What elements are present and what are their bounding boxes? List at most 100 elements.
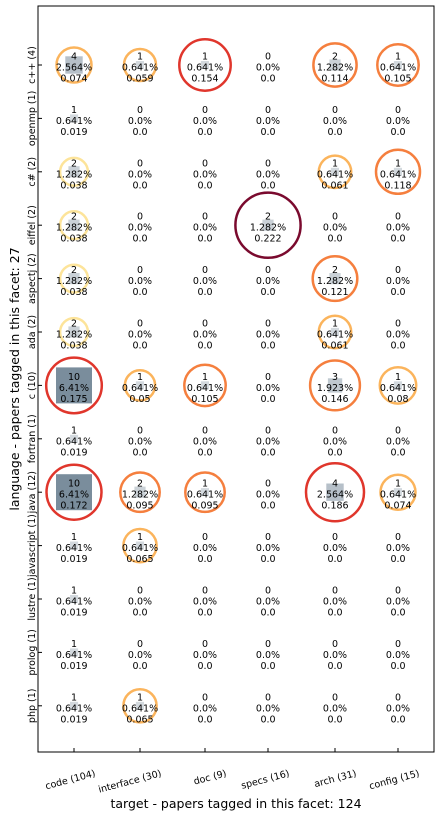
- cell-score-label: 0.114: [321, 74, 348, 85]
- cell-count-label: 0: [395, 532, 401, 543]
- cell-count-label: 1: [332, 319, 338, 330]
- cell-percent-label: 0.641%: [122, 543, 158, 554]
- x-tick-label: interface (30): [97, 768, 163, 795]
- cell-percent-label: 0.0%: [193, 330, 217, 341]
- cell-score-label: 0.0: [132, 234, 147, 245]
- cell-score-label: 0.019: [60, 127, 87, 138]
- count-square: [327, 378, 343, 393]
- cell-count-label: 0: [137, 319, 143, 330]
- cell-score-label: 0.074: [60, 74, 87, 85]
- cell-count-label: 2: [71, 319, 77, 330]
- cell-score-label: 0.038: [60, 234, 87, 245]
- cell-score-label: 0.0: [260, 554, 275, 565]
- cell-score-label: 0.0: [327, 608, 342, 619]
- cell-count-label: 0: [395, 639, 401, 650]
- cell-percent-label: 0.0%: [128, 330, 152, 341]
- cell-score-label: 0.019: [60, 608, 87, 619]
- cell-percent-label: 0.0%: [386, 650, 410, 661]
- cell-percent-label: 0.0%: [193, 703, 217, 714]
- score-circle: [378, 365, 418, 405]
- cell-count-label: 0: [265, 105, 271, 116]
- cell-percent-label: 2.564%: [317, 490, 353, 501]
- cell-score-label: 0.0: [327, 447, 342, 458]
- cell-percent-label: 0.0%: [193, 650, 217, 661]
- score-circle: [304, 461, 366, 523]
- cell-percent-label: 0.0%: [256, 116, 280, 127]
- y-tick-label: prolog (1): [27, 629, 38, 676]
- cell-score-label: 0.186: [321, 501, 348, 512]
- cell-percent-label: 0.0%: [193, 116, 217, 127]
- cell-count-label: 10: [68, 479, 80, 490]
- cell-percent-label: 0.0%: [128, 436, 152, 447]
- cell-percent-label: 0.641%: [122, 703, 158, 714]
- cell-percent-label: 0.0%: [193, 276, 217, 287]
- cell-score-label: 0.08: [387, 394, 408, 405]
- cell-percent-label: 0.0%: [323, 597, 347, 608]
- cell-count-label: 1: [395, 372, 401, 383]
- cell-percent-label: 6.41%: [59, 383, 89, 394]
- cell-count-label: 1: [71, 532, 77, 543]
- cell-percent-label: 0.0%: [256, 597, 280, 608]
- cell-percent-label: 0.0%: [323, 436, 347, 447]
- cell-score-label: 0.0: [390, 341, 405, 352]
- cell-percent-label: 0.0%: [256, 330, 280, 341]
- cell-score-label: 0.0: [132, 180, 147, 191]
- score-circle: [55, 46, 93, 84]
- cell-percent-label: 0.641%: [380, 490, 416, 501]
- y-tick-label: c (10): [27, 372, 38, 400]
- cell-score-label: 0.0: [390, 287, 405, 298]
- score-circle: [58, 156, 90, 187]
- cell-percent-label: 0.0%: [128, 223, 152, 234]
- cell-score-label: 0.0: [327, 554, 342, 565]
- cell-count-label: 1: [137, 52, 143, 63]
- cell-percent-label: 0.641%: [56, 703, 92, 714]
- score-circle: [308, 359, 362, 412]
- cell-score-label: 0.059: [126, 74, 153, 85]
- score-circle: [317, 154, 353, 190]
- cell-percent-label: 0.0%: [386, 223, 410, 234]
- cell-count-label: 0: [202, 639, 208, 650]
- cell-score-label: 0.0: [197, 447, 212, 458]
- cell-percent-label: 0.641%: [380, 63, 416, 74]
- cell-percent-label: 0.641%: [122, 383, 158, 394]
- cell-score-label: 0.0: [197, 180, 212, 191]
- cell-score-label: 0.0: [327, 234, 342, 245]
- score-circle: [122, 47, 158, 83]
- count-square: [56, 474, 92, 511]
- cell-percent-label: 0.0%: [256, 703, 280, 714]
- cell-count-label: 0: [265, 586, 271, 597]
- cell-score-label: 0.175: [60, 394, 87, 405]
- cell-count-label: 0: [202, 158, 208, 169]
- score-circle: [58, 263, 90, 294]
- cell-score-label: 0.095: [191, 501, 218, 512]
- score-circle: [58, 210, 90, 241]
- cell-score-label: 0.061: [321, 341, 348, 352]
- cell-percent-label: 0.0%: [386, 116, 410, 127]
- cell-percent-label: 0.641%: [187, 490, 223, 501]
- cell-percent-label: 0.0%: [256, 169, 280, 180]
- cell-count-label: 0: [137, 105, 143, 116]
- cell-count-label: 0: [265, 372, 271, 383]
- score-circle: [119, 471, 161, 514]
- cell-score-label: 0.0: [197, 341, 212, 352]
- cell-count-label: 1: [137, 532, 143, 543]
- count-square: [135, 61, 144, 70]
- cell-score-label: 0.0: [327, 127, 342, 138]
- cell-count-label: 0: [265, 425, 271, 436]
- cell-score-label: 0.154: [191, 74, 218, 85]
- cell-score-label: 0.146: [321, 394, 348, 405]
- cell-percent-label: 0.0%: [386, 436, 410, 447]
- count-square: [326, 483, 344, 501]
- cell-percent-label: 0.641%: [56, 650, 92, 661]
- cell-percent-label: 1.282%: [56, 223, 92, 234]
- score-circle: [183, 363, 227, 408]
- count-square: [70, 595, 79, 604]
- cell-percent-label: 6.41%: [59, 490, 89, 501]
- plot-frame: [37, 5, 435, 753]
- count-square: [329, 59, 341, 71]
- cell-score-label: 0.0: [197, 608, 212, 619]
- cell-score-label: 0.038: [60, 287, 87, 298]
- count-square: [200, 381, 209, 390]
- cell-percent-label: 1.282%: [250, 223, 286, 234]
